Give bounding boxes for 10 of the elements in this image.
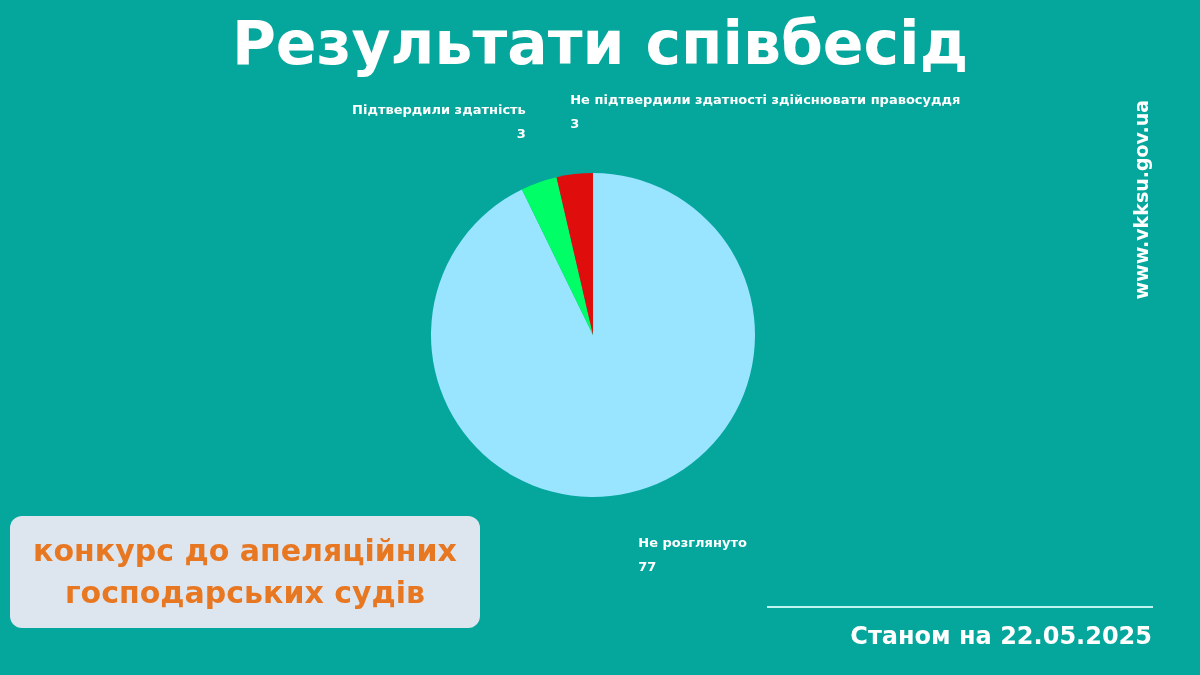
chart-title: Результати співбесід	[231, 8, 969, 78]
data-label: 77	[638, 559, 657, 575]
slice-label: Підтвердили здатність	[352, 102, 526, 118]
text: Станом на 22.05.2025	[850, 622, 1152, 650]
slice-label: Не підтвердили здатності здійснювати правосуддя	[570, 91, 961, 107]
slice-label: Не розглянуто	[638, 535, 747, 551]
text: www.vkksu.gov.ua	[1130, 100, 1152, 300]
text: конкурс до апеляційних господарських судів	[10, 516, 480, 628]
data-label: 3	[570, 115, 580, 131]
data-label: 3	[516, 126, 526, 142]
